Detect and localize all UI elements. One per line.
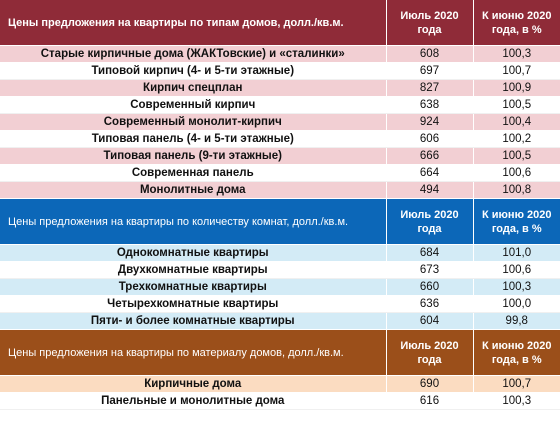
row-july: 608	[385, 45, 473, 63]
table-row: Кирпич спецплан 827 100,9	[0, 79, 560, 97]
row-july: 494	[385, 181, 473, 199]
row-pct: 100,2	[472, 130, 560, 148]
row-july: 924	[385, 113, 473, 131]
section-title: Цены предложения на квартиры по количест…	[0, 198, 386, 245]
table-row: Трехкомнатные квартиры 660 100,3	[0, 278, 560, 296]
row-name: Кирпич спецплан	[0, 79, 386, 97]
section-title: Цены предложения на квартиры по материал…	[0, 329, 386, 376]
table-row: Пяти- и более комнатные квартиры 604 99,…	[0, 312, 560, 330]
row-name: Панельные и монолитные дома	[0, 392, 386, 410]
row-july: 638	[385, 96, 473, 114]
row-july: 827	[385, 79, 473, 97]
row-pct: 100,3	[472, 278, 560, 296]
table-row: Современный кирпич 638 100,5	[0, 96, 560, 114]
row-pct: 100,3	[472, 392, 560, 410]
table-row: Панельные и монолитные дома 616 100,3	[0, 392, 560, 410]
row-pct: 100,4	[472, 113, 560, 131]
table-row: Современная панель 664 100,6	[0, 164, 560, 182]
row-pct: 101,0	[472, 244, 560, 262]
row-pct: 99,8	[472, 312, 560, 330]
row-name: Типовая панель (4- и 5-ти этажные)	[0, 130, 386, 148]
table-row: Четырехкомнатные квартиры 636 100,0	[0, 295, 560, 313]
column-header-pct: К июню 2020 года, в %	[472, 0, 560, 46]
column-header-july: Июль 2020 года	[385, 198, 473, 245]
section-header-rooms: Цены предложения на квартиры по количест…	[0, 198, 560, 245]
row-pct: 100,7	[472, 62, 560, 80]
row-july: 664	[385, 164, 473, 182]
row-july: 697	[385, 62, 473, 80]
row-name: Четырехкомнатные квартиры	[0, 295, 386, 313]
row-july: 666	[385, 147, 473, 165]
row-name: Двухкомнатные квартиры	[0, 261, 386, 279]
section-header-material: Цены предложения на квартиры по материал…	[0, 329, 560, 376]
row-pct: 100,0	[472, 295, 560, 313]
table-row: Типовой кирпич (4- и 5-ти этажные) 697 1…	[0, 62, 560, 80]
section-header-house-type: Цены предложения на квартиры по типам до…	[0, 0, 560, 46]
row-july: 604	[385, 312, 473, 330]
table-row: Кирпичные дома 690 100,7	[0, 375, 560, 393]
column-header-july: Июль 2020 года	[385, 329, 473, 376]
row-name: Типовой кирпич (4- и 5-ти этажные)	[0, 62, 386, 80]
row-july: 673	[385, 261, 473, 279]
row-name: Старые кирпичные дома (ЖАКТовские) и «ст…	[0, 45, 386, 63]
table-row: Типовая панель (9-ти этажные) 666 100,5	[0, 147, 560, 165]
table-row: Однокомнатные квартиры 684 101,0	[0, 244, 560, 262]
row-pct: 100,5	[472, 96, 560, 114]
row-july: 684	[385, 244, 473, 262]
row-pct: 100,7	[472, 375, 560, 393]
table-row: Старые кирпичные дома (ЖАКТовские) и «ст…	[0, 45, 560, 63]
table-row: Двухкомнатные квартиры 673 100,6	[0, 261, 560, 279]
price-table: Цены предложения на квартиры по типам до…	[0, 0, 560, 410]
row-pct: 100,5	[472, 147, 560, 165]
row-pct: 100,6	[472, 164, 560, 182]
row-pct: 100,8	[472, 181, 560, 199]
row-pct: 100,9	[472, 79, 560, 97]
column-header-pct: К июню 2020 года, в %	[472, 329, 560, 376]
row-name: Современная панель	[0, 164, 386, 182]
row-july: 616	[385, 392, 473, 410]
row-july: 636	[385, 295, 473, 313]
row-name: Пяти- и более комнатные квартиры	[0, 312, 386, 330]
row-july: 660	[385, 278, 473, 296]
column-header-pct: К июню 2020 года, в %	[472, 198, 560, 245]
row-name: Современный монолит-кирпич	[0, 113, 386, 131]
section-title: Цены предложения на квартиры по типам до…	[0, 0, 386, 46]
row-name: Современный кирпич	[0, 96, 386, 114]
table-row: Монолитные дома 494 100,8	[0, 181, 560, 199]
row-july: 606	[385, 130, 473, 148]
column-header-july: Июль 2020 года	[385, 0, 473, 46]
row-name: Монолитные дома	[0, 181, 386, 199]
row-july: 690	[385, 375, 473, 393]
row-pct: 100,6	[472, 261, 560, 279]
table-row: Современный монолит-кирпич 924 100,4	[0, 113, 560, 131]
row-pct: 100,3	[472, 45, 560, 63]
row-name: Трехкомнатные квартиры	[0, 278, 386, 296]
row-name: Однокомнатные квартиры	[0, 244, 386, 262]
table-row: Типовая панель (4- и 5-ти этажные) 606 1…	[0, 130, 560, 148]
row-name: Кирпичные дома	[0, 375, 386, 393]
row-name: Типовая панель (9-ти этажные)	[0, 147, 386, 165]
